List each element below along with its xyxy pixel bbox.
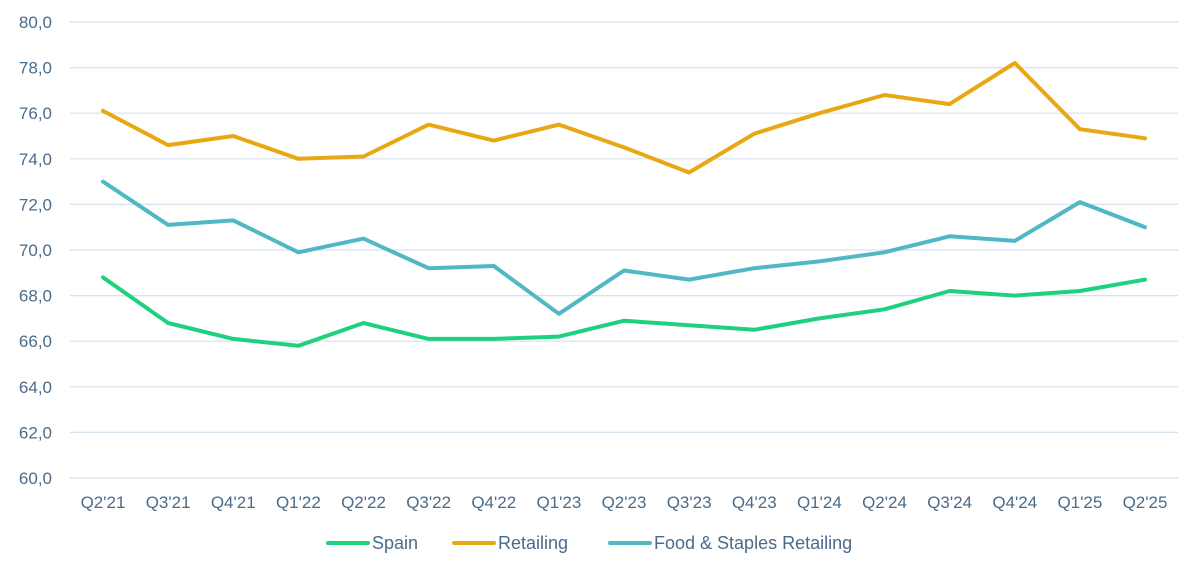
y-tick-label: 78,0 [19,59,52,78]
y-tick-label: 66,0 [19,332,52,351]
y-tick-label: 62,0 [19,423,52,442]
series-lines [101,61,1147,348]
y-tick-label: 68,0 [19,287,52,306]
x-tick-label: Q2'24 [862,493,907,512]
y-tick-label: 76,0 [19,104,52,123]
x-tick-label: Q2'23 [602,493,647,512]
y-tick-label: 60,0 [19,469,52,488]
x-tick-label: Q4'22 [471,493,516,512]
x-tick-label: Q3'22 [406,493,451,512]
series-line-food-staples-retailing [101,179,1147,316]
legend-label-food-staples-retailing: Food & Staples Retailing [654,533,852,553]
x-tick-label: Q3'21 [146,493,191,512]
x-tick-label: Q2'21 [81,493,126,512]
y-tick-label: 80,0 [19,13,52,32]
legend-label-retailing: Retailing [498,533,568,553]
x-tick-label: Q4'24 [992,493,1037,512]
legend: Spain Retailing Food & Staples Retailing [326,533,852,553]
x-tick-label: Q4'21 [211,493,256,512]
axis-labels: 60,0 62,0 64,0 66,0 68,0 70,0 72,0 74,0 76,0 78,0… [19,13,1168,512]
y-tick-label: 74,0 [19,150,52,169]
x-tick-label: Q2'22 [341,493,386,512]
x-tick-label: Q1'25 [1057,493,1102,512]
y-tick-label: 72,0 [19,195,52,214]
x-tick-label: Q3'24 [927,493,972,512]
y-tick-label: 64,0 [19,378,52,397]
x-tick-label: Q1'24 [797,493,842,512]
x-tick-label: Q1'22 [276,493,321,512]
grid-lines [70,21,1178,479]
x-tick-label: Q3'23 [667,493,712,512]
legend-label-spain: Spain [372,533,418,553]
x-tick-label: Q1'23 [536,493,581,512]
y-tick-label: 70,0 [19,241,52,260]
x-tick-label: Q4'23 [732,493,777,512]
x-tick-label: Q2'25 [1123,493,1168,512]
series-line-retailing [101,61,1147,175]
series-line-spain [101,275,1147,348]
